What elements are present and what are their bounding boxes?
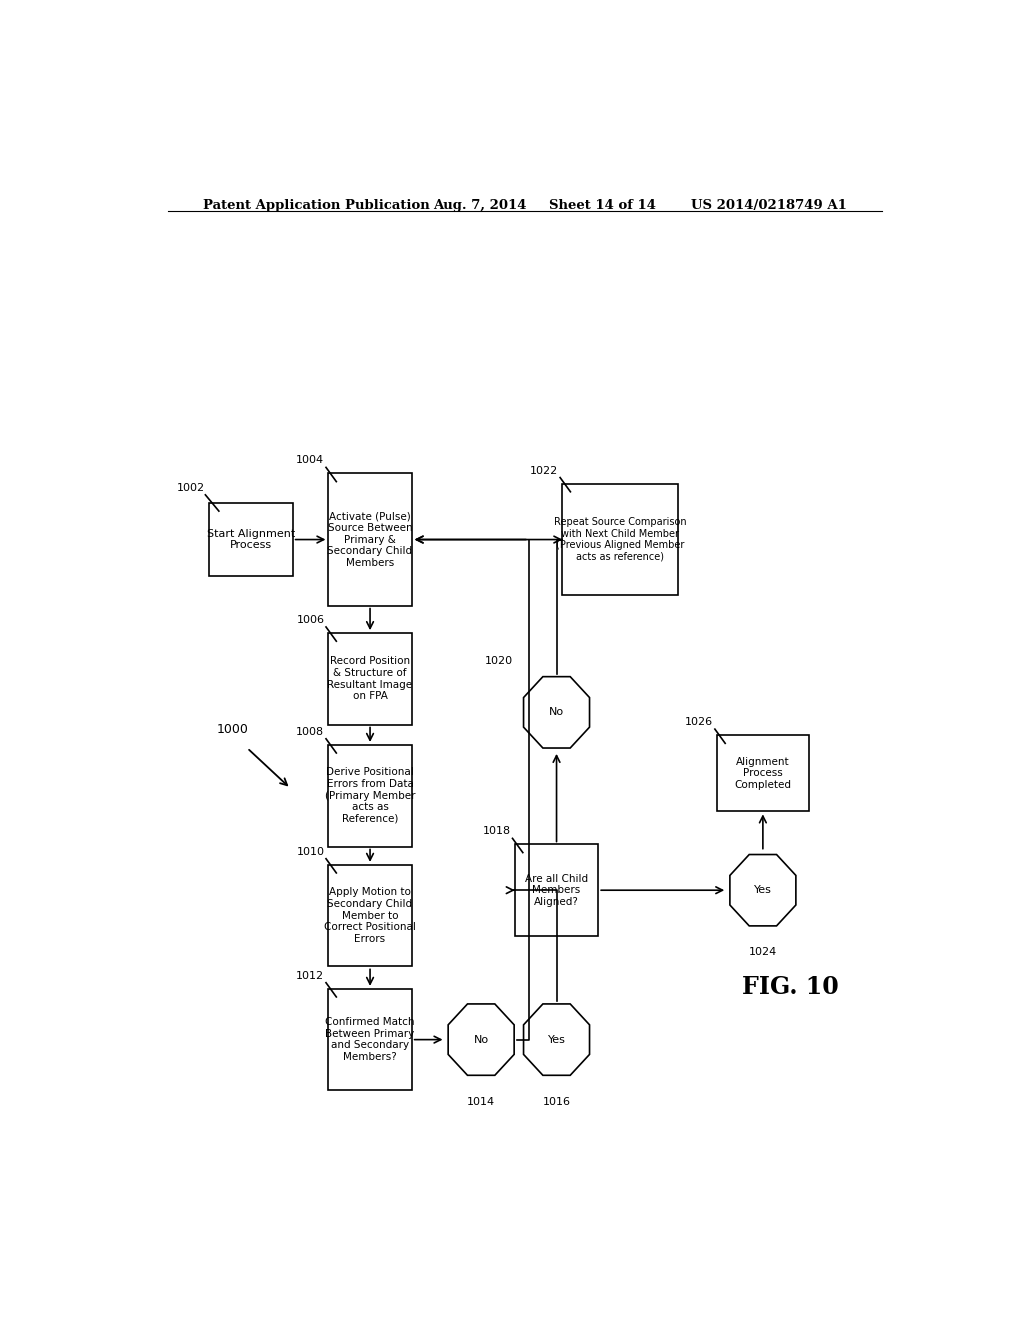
FancyBboxPatch shape	[329, 474, 412, 606]
Text: Yes: Yes	[548, 1035, 565, 1044]
FancyBboxPatch shape	[515, 845, 598, 936]
Text: 1004: 1004	[296, 455, 325, 466]
Text: Patent Application Publication: Patent Application Publication	[204, 199, 430, 213]
Text: 1026: 1026	[685, 717, 714, 727]
Text: 1018: 1018	[482, 826, 511, 837]
Text: Confirmed Match
Between Primary
and Secondary
Members?: Confirmed Match Between Primary and Seco…	[326, 1018, 415, 1063]
Text: Derive Positional
Errors from Data
(Primary Member
acts as
Reference): Derive Positional Errors from Data (Prim…	[325, 767, 416, 824]
FancyBboxPatch shape	[329, 744, 412, 846]
Text: Sheet 14 of 14: Sheet 14 of 14	[549, 199, 655, 213]
Text: No: No	[549, 708, 564, 717]
Text: Activate (Pulse)
Source Between
Primary &
Secondary Child
Members: Activate (Pulse) Source Between Primary …	[328, 511, 413, 568]
Text: US 2014/0218749 A1: US 2014/0218749 A1	[691, 199, 847, 213]
Polygon shape	[523, 677, 590, 748]
Text: 1012: 1012	[296, 970, 325, 981]
Text: Aug. 7, 2014: Aug. 7, 2014	[433, 199, 527, 213]
FancyBboxPatch shape	[329, 989, 412, 1090]
FancyBboxPatch shape	[329, 865, 412, 966]
Text: 1006: 1006	[296, 615, 325, 624]
Text: 1010: 1010	[296, 846, 325, 857]
Text: 1014: 1014	[467, 1097, 496, 1106]
Text: Record Position
& Structure of
Resultant Image
on FPA: Record Position & Structure of Resultant…	[328, 656, 413, 701]
Text: 1016: 1016	[543, 1097, 570, 1106]
Text: 1020: 1020	[484, 656, 513, 665]
FancyBboxPatch shape	[562, 483, 678, 595]
Text: Apply Motion to
Secondary Child
Member to
Correct Positional
Errors: Apply Motion to Secondary Child Member t…	[325, 887, 416, 944]
Text: 1002: 1002	[177, 483, 206, 492]
Polygon shape	[449, 1005, 514, 1076]
Text: No: No	[473, 1035, 488, 1044]
Text: 1024: 1024	[749, 948, 777, 957]
Text: FIG. 10: FIG. 10	[742, 974, 839, 999]
FancyBboxPatch shape	[209, 503, 293, 576]
FancyBboxPatch shape	[717, 735, 809, 812]
Text: Repeat Source Comparison
with Next Child Member
(Previous Aligned Member
acts as: Repeat Source Comparison with Next Child…	[554, 517, 686, 562]
Text: Alignment
Process
Completed: Alignment Process Completed	[734, 756, 792, 789]
Polygon shape	[523, 1005, 590, 1076]
Text: 1008: 1008	[296, 727, 325, 737]
Text: Yes: Yes	[754, 886, 772, 895]
FancyBboxPatch shape	[329, 634, 412, 725]
Text: Are all Child
Members
Aligned?: Are all Child Members Aligned?	[525, 874, 588, 907]
Text: 1000: 1000	[217, 723, 249, 735]
Polygon shape	[730, 854, 796, 925]
Text: 1022: 1022	[530, 466, 558, 475]
Text: Start Alignment
Process: Start Alignment Process	[207, 529, 295, 550]
